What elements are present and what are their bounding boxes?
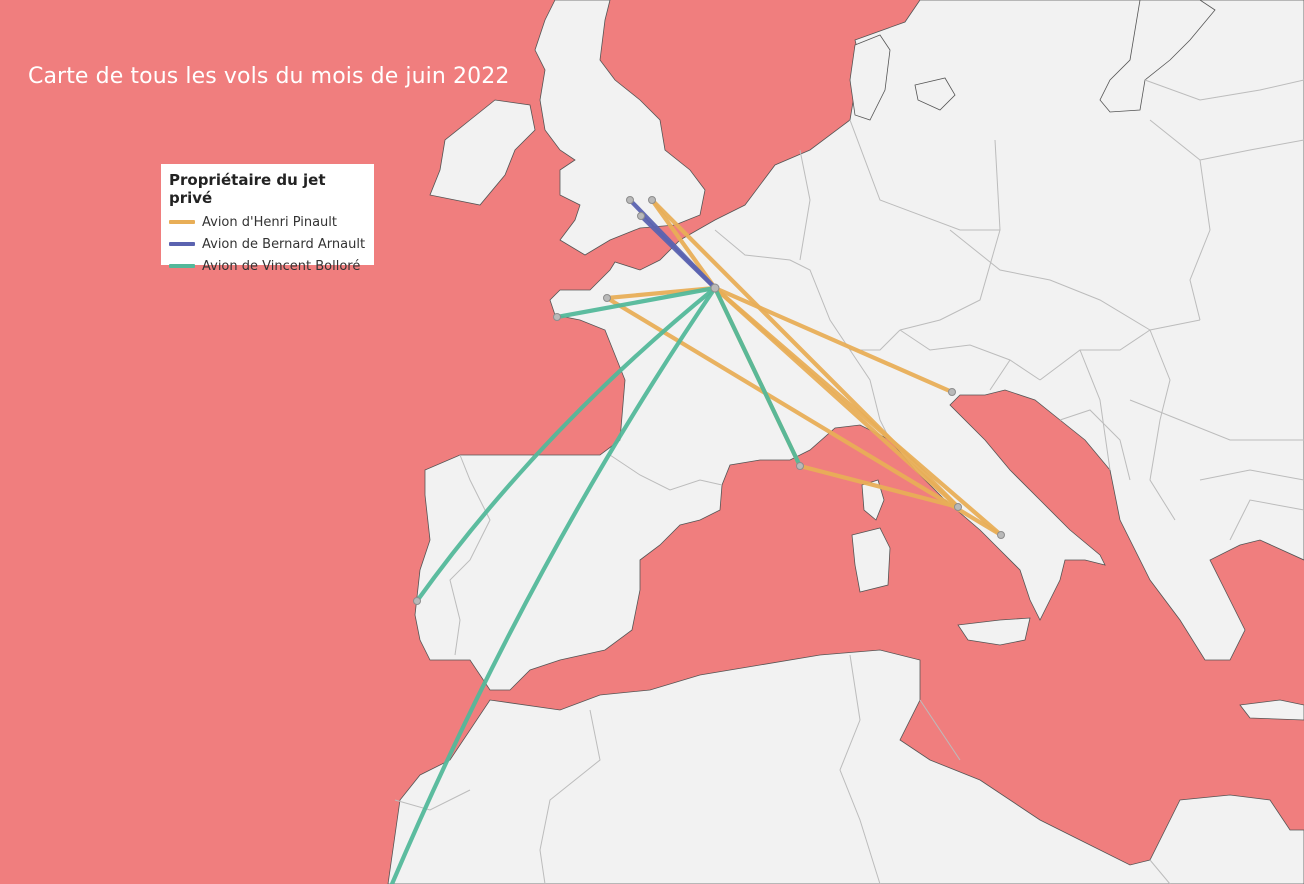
ireland bbox=[429, 99, 536, 206]
scandinavia bbox=[1099, 0, 1216, 113]
route-bollore-paris-lisbon bbox=[414, 285, 718, 604]
airport-london-2 bbox=[626, 196, 634, 204]
legend-item-pinault[interactable]: Avion d'Henri Pinault bbox=[169, 211, 366, 233]
legend-title: Propriétaire du jet privé bbox=[169, 171, 326, 207]
route-pinault-brest-naples bbox=[604, 295, 1004, 538]
route-bollore-paris-nice bbox=[712, 285, 803, 469]
airport-brest bbox=[603, 294, 611, 302]
airport-london bbox=[648, 196, 656, 204]
route-pinault-paris-naples bbox=[712, 285, 1004, 538]
airport-rome bbox=[954, 503, 962, 511]
sicily bbox=[957, 617, 1031, 646]
legend-swatch bbox=[169, 264, 195, 268]
sardinia bbox=[851, 527, 891, 593]
airport-venice bbox=[948, 388, 956, 396]
legend-swatch bbox=[169, 220, 195, 224]
legend-item-label: Avion d'Henri Pinault bbox=[202, 214, 338, 230]
airports bbox=[413, 196, 1005, 605]
legend-item-bollore[interactable]: Avion de Vincent Bolloré bbox=[169, 255, 366, 277]
route-pinault-paris-london bbox=[649, 197, 718, 291]
airport-lisbon bbox=[413, 597, 421, 605]
airport-paris bbox=[710, 283, 720, 293]
jutland bbox=[849, 34, 891, 121]
legend: Propriétaire du jet privé Avion d'Henri … bbox=[161, 164, 374, 274]
north-africa bbox=[387, 649, 1304, 884]
legend-item-arnault[interactable]: Avion de Bernard Arnault bbox=[169, 233, 366, 255]
route-pinault-nice-rome bbox=[797, 463, 961, 510]
legend-item-label: Avion de Vincent Bolloré bbox=[202, 258, 361, 274]
airport-naples bbox=[997, 531, 1005, 539]
route-arnault-paris-luton bbox=[638, 213, 718, 291]
zealand bbox=[914, 77, 956, 111]
continental-europe bbox=[414, 0, 1304, 691]
route-bollore-paris-quimper bbox=[554, 285, 718, 320]
route-pinault-london-rome bbox=[649, 197, 961, 510]
crete bbox=[1239, 699, 1304, 721]
airport-quimper bbox=[553, 313, 561, 321]
legend-swatch bbox=[169, 242, 195, 246]
airport-luton bbox=[637, 212, 645, 220]
flight-routes bbox=[389, 197, 1004, 884]
landmass bbox=[387, 0, 1304, 884]
country-borders bbox=[394, 79, 1304, 884]
airport-nice bbox=[796, 462, 804, 470]
route-bollore-paris-africa bbox=[389, 285, 718, 884]
great-britain bbox=[534, 0, 706, 256]
legend-item-label: Avion de Bernard Arnault bbox=[202, 236, 366, 252]
corsica bbox=[861, 479, 885, 521]
map-title: Carte de tous les vols du mois de juin 2… bbox=[28, 64, 510, 89]
